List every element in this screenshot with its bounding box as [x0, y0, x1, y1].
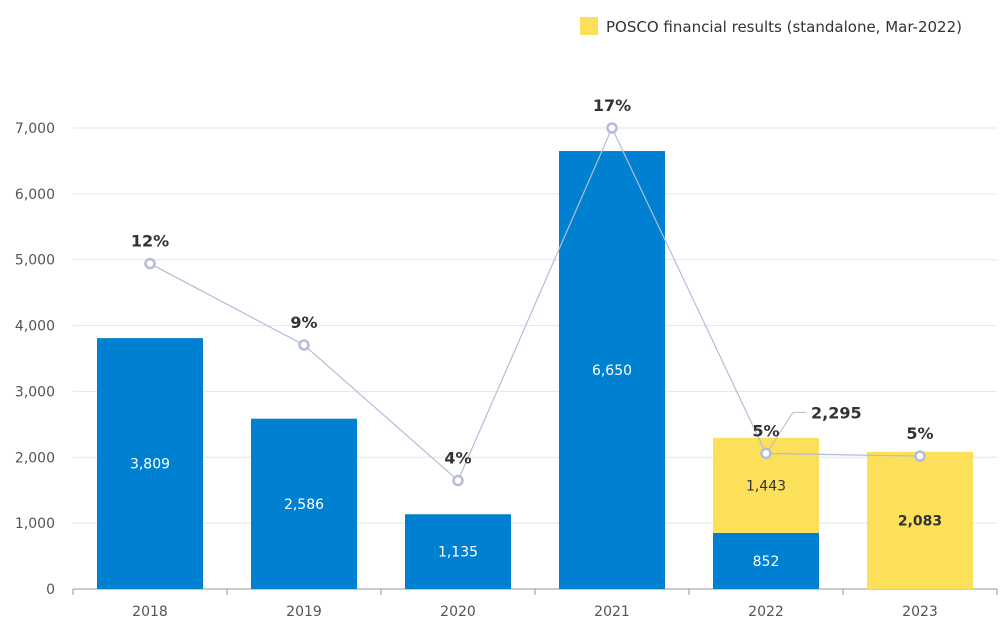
y-tick-label: 0 — [46, 582, 55, 598]
bar-value-label: 2,083 — [898, 513, 942, 529]
x-tick-label: 2023 — [902, 604, 938, 620]
y-tick-label: 1,000 — [15, 516, 55, 532]
bar-2021-series0 — [559, 151, 665, 590]
total-leader-line — [768, 411, 806, 450]
line-point-label: 12% — [131, 232, 169, 251]
total-label-2022: 2,295 — [811, 403, 862, 422]
bar-value-label: 852 — [753, 554, 780, 570]
bar-2022-series0 — [713, 532, 819, 589]
x-tick-label: 2018 — [132, 604, 168, 620]
line-point-2020 — [452, 474, 464, 487]
x-tick-label: 2022 — [748, 604, 784, 620]
y-tick-label: 6,000 — [15, 187, 55, 203]
margin-line — [149, 126, 921, 482]
y-tick-label: 5,000 — [15, 253, 55, 269]
bar-value-label: 3,809 — [130, 457, 170, 473]
bar-2023-series1 — [867, 451, 973, 589]
y-tick-label: 7,000 — [15, 121, 55, 137]
legend: POSCO financial results (standalone, Mar… — [580, 17, 962, 36]
line-point-label: 5% — [906, 424, 933, 443]
line-point-label: 9% — [290, 313, 317, 332]
y-tick-label: 3,000 — [15, 384, 55, 400]
legend-label: POSCO financial results (standalone, Mar… — [606, 18, 962, 36]
bar-value-label: 1,443 — [746, 478, 786, 494]
y-tick-label: 2,000 — [15, 450, 55, 466]
line-point-2018 — [144, 257, 156, 270]
bar-2019-series0 — [251, 418, 357, 589]
line-point-2023 — [914, 450, 926, 462]
x-tick-label: 2019 — [286, 604, 322, 620]
line-point-label: 4% — [444, 449, 471, 468]
y-tick-label: 4,000 — [15, 319, 55, 335]
legend-swatch — [580, 17, 598, 35]
line-point-label: 17% — [593, 96, 631, 115]
bar-2020-series0 — [405, 514, 511, 589]
x-tick-label: 2021 — [594, 604, 630, 620]
bar-value-label: 2,586 — [284, 497, 324, 513]
bar-2018-series0 — [97, 338, 203, 589]
line-point-2022 — [760, 447, 772, 460]
line-point-label: 5% — [752, 421, 779, 440]
bar-value-label: 6,650 — [592, 363, 632, 379]
bar-value-label: 1,135 — [438, 545, 478, 561]
line-point-2019 — [298, 339, 310, 351]
x-tick-label: 2020 — [440, 604, 476, 620]
line-point-2021 — [606, 122, 618, 134]
